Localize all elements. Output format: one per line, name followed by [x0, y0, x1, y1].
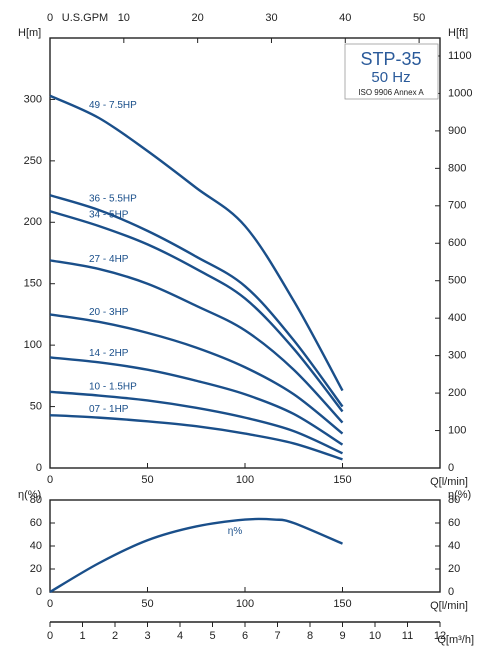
- x2-tick-label: 20: [192, 12, 204, 24]
- y-tick-label: 60: [30, 517, 42, 529]
- y-axis-label: H[m]: [18, 27, 41, 39]
- x2-tick-label: 50: [413, 12, 425, 24]
- y2-tick-label: 60: [448, 517, 460, 529]
- y2-tick-label: 900: [448, 125, 466, 137]
- y2-tick-label: 400: [448, 312, 466, 324]
- curve: [49, 259, 344, 424]
- y2-axis-label: η(%): [448, 489, 471, 501]
- x-tick-label: 100: [236, 598, 254, 610]
- x3-tick-label: 5: [209, 630, 215, 642]
- y-tick-label: 200: [24, 216, 42, 228]
- curve: [49, 94, 344, 392]
- curve: [49, 194, 344, 408]
- curve-label: 36 - 5.5HP: [89, 194, 137, 205]
- x2-tick-label: 30: [265, 12, 277, 24]
- y2-tick-label: 80: [448, 494, 460, 506]
- y2-tick-label: 700: [448, 200, 466, 212]
- x2-tick-label: 0: [47, 12, 53, 24]
- y-tick-label: 300: [24, 93, 42, 105]
- y-tick-label: 20: [30, 563, 42, 575]
- y-tick-label: 40: [30, 540, 42, 552]
- x3-tick-label: 7: [274, 630, 280, 642]
- x3-tick-label: 10: [369, 630, 381, 642]
- model-box: [344, 43, 439, 100]
- y2-tick-label: 20: [448, 563, 460, 575]
- y-tick-label: 50: [30, 400, 42, 412]
- x2-axis-label: U.S.GPM: [62, 12, 108, 24]
- curve: [49, 390, 343, 455]
- standard-note: ISO 9906 Annex A: [358, 88, 424, 97]
- x3-tick-label: 6: [242, 630, 248, 642]
- y2-tick-label: 0: [448, 586, 454, 598]
- y2-tick-label: 0: [448, 462, 454, 474]
- y2-tick-label: 600: [448, 237, 466, 249]
- y-axis-label: η(%): [18, 489, 41, 501]
- y2-axis-label: H[ft]: [448, 27, 468, 39]
- plot-frame: [49, 499, 441, 593]
- y2-tick-label: 300: [448, 350, 466, 362]
- x3-tick-label: 11: [402, 630, 413, 642]
- curve-label: 10 - 1.5HP: [89, 381, 137, 392]
- curve: [49, 313, 344, 435]
- x-tick-label: 0: [47, 598, 53, 610]
- x-axis-label: Q[l/min]: [430, 600, 468, 612]
- y-tick-label: 150: [24, 278, 42, 290]
- y2-tick-label: 1000: [448, 87, 472, 99]
- y2-tick-label: 500: [448, 275, 466, 287]
- x2-tick-label: 40: [339, 12, 351, 24]
- curve-label: 34 - 5HP: [89, 210, 129, 221]
- x3-tick-label: 12: [434, 630, 446, 642]
- x-tick-label: 150: [333, 474, 351, 486]
- x-tick-label: 50: [141, 474, 153, 486]
- y-tick-label: 100: [24, 339, 42, 351]
- x-axis-label: Q[l/min]: [430, 476, 468, 488]
- curve-label: 07 - 1HP: [89, 404, 129, 415]
- x-tick-label: 100: [236, 474, 254, 486]
- x3-tick-label: 4: [177, 630, 183, 642]
- y-tick-label: 0: [36, 586, 42, 598]
- x3-axis-label: Q[m³/h]: [437, 634, 474, 646]
- x-tick-label: 50: [141, 598, 153, 610]
- x3-tick-label: 3: [144, 630, 150, 642]
- curve-label: η%: [228, 526, 243, 537]
- curve: [49, 413, 343, 461]
- y2-tick-label: 40: [448, 540, 460, 552]
- y2-tick-label: 200: [448, 387, 466, 399]
- curve: [49, 210, 344, 413]
- curve-label: 27 - 4HP: [89, 254, 129, 265]
- x-tick-label: 0: [47, 474, 53, 486]
- x3-tick-label: 2: [112, 630, 118, 642]
- y-tick-label: 80: [30, 494, 42, 506]
- x2-tick-label: 10: [118, 12, 130, 24]
- curve-label: 20 - 3HP: [89, 307, 129, 318]
- curve: [49, 517, 343, 594]
- y-tick-label: 0: [36, 462, 42, 474]
- y2-tick-label: 1100: [448, 50, 472, 62]
- x3-tick-label: 9: [339, 630, 345, 642]
- frequency: 50 Hz: [371, 69, 410, 86]
- curve: [49, 356, 344, 446]
- y2-tick-label: 100: [448, 424, 466, 436]
- y2-tick-label: 800: [448, 162, 466, 174]
- curve-label: 49 - 7.5HP: [89, 100, 137, 111]
- y-tick-label: 250: [24, 155, 42, 167]
- model-title: STP-35: [360, 49, 421, 69]
- x3-tick-label: 8: [307, 630, 313, 642]
- curve-label: 14 - 2HP: [89, 348, 129, 359]
- x-tick-label: 150: [333, 598, 351, 610]
- x3-tick-label: 0: [47, 630, 53, 642]
- x3-tick-label: 1: [79, 630, 85, 642]
